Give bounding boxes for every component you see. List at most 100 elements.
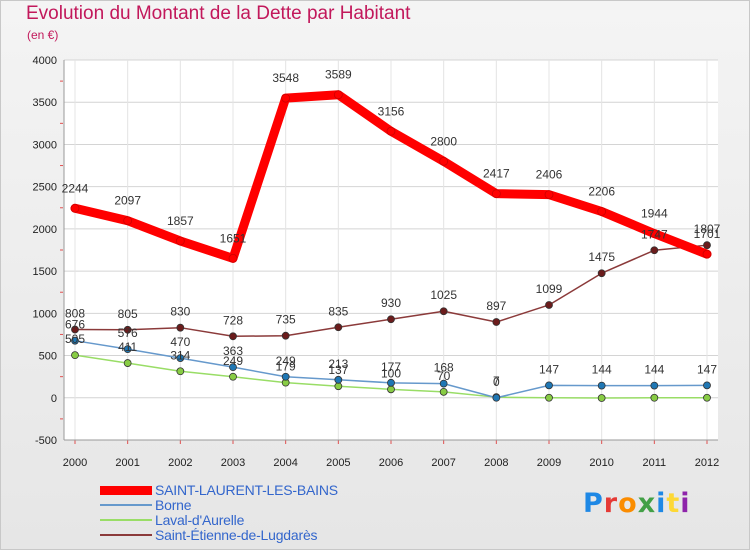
x-tick-label: 2004	[273, 457, 297, 469]
data-point	[70, 203, 80, 213]
data-label: 147	[539, 362, 559, 376]
data-point	[703, 393, 711, 402]
legend-swatch	[100, 504, 152, 506]
logo-letter: r	[603, 488, 619, 519]
y-tick-label: 1500	[33, 266, 57, 278]
data-label: 177	[381, 360, 401, 374]
data-label: 144	[644, 363, 664, 377]
data-point	[492, 318, 501, 326]
data-point	[176, 323, 185, 332]
y-tick-label: 1000	[33, 308, 57, 320]
data-label: 2244	[62, 181, 89, 195]
data-point	[334, 323, 343, 332]
data-point	[597, 394, 606, 402]
y-tick-label: 2000	[33, 224, 57, 236]
data-point	[597, 269, 606, 278]
data-label: 3548	[272, 71, 299, 85]
data-point	[123, 359, 132, 367]
data-point	[545, 301, 553, 309]
data-label: 137	[328, 363, 348, 377]
data-point	[281, 331, 290, 340]
x-tick-label: 2006	[379, 457, 403, 469]
legend-label: Borne	[155, 497, 192, 513]
data-point	[333, 90, 343, 100]
data-point	[439, 387, 448, 396]
legend-swatch	[100, 486, 152, 495]
logo-letter: o	[618, 488, 638, 519]
x-tick-label: 2009	[537, 457, 561, 469]
data-point	[334, 382, 343, 391]
data-label: 1025	[430, 288, 457, 302]
x-tick-label: 2007	[431, 457, 455, 469]
y-tick-label: 500	[39, 351, 57, 363]
logo-letter: i	[680, 488, 691, 519]
data-point	[281, 93, 291, 103]
data-label: 897	[486, 299, 506, 313]
data-label: 2406	[536, 168, 563, 182]
data-point	[545, 381, 553, 390]
y-tick-label: 0	[51, 393, 57, 405]
data-label: 249	[223, 354, 243, 368]
data-point	[439, 156, 449, 166]
data-point	[71, 336, 79, 345]
data-label: 735	[276, 313, 296, 327]
data-point	[281, 372, 290, 381]
data-label: 1944	[641, 207, 668, 221]
data-point	[123, 345, 132, 354]
data-point	[229, 332, 237, 341]
data-label: 2097	[114, 194, 141, 208]
y-tick-label: 3500	[33, 97, 57, 109]
data-label: 2417	[483, 167, 510, 181]
legend-label: Saint-Étienne-de-Lugdarès	[155, 527, 318, 543]
data-label: 213	[328, 357, 348, 371]
data-label: 1099	[536, 282, 563, 296]
data-label: 3156	[378, 104, 405, 118]
data-point	[650, 393, 659, 402]
x-tick-label: 2002	[168, 457, 192, 469]
data-point	[229, 372, 237, 381]
data-label: 2206	[588, 184, 615, 198]
data-label: 830	[170, 305, 190, 319]
data-point	[597, 381, 606, 390]
data-point	[71, 325, 79, 334]
data-label: 505	[65, 332, 85, 346]
data-point	[545, 393, 553, 402]
data-label: 676	[65, 318, 85, 332]
logo-letter: x	[637, 488, 657, 519]
data-point	[387, 385, 395, 394]
data-point	[597, 207, 607, 216]
logo-letter: i	[656, 488, 667, 519]
data-label: 1475	[588, 250, 615, 264]
chart-subtitle: (en €)	[27, 28, 59, 42]
data-label: 1747	[641, 227, 668, 241]
data-label: 144	[592, 363, 612, 377]
data-label: 70	[437, 369, 451, 383]
data-point	[649, 229, 659, 239]
x-tick-label: 2008	[484, 457, 508, 469]
data-point	[703, 381, 711, 390]
data-point	[702, 249, 712, 259]
y-tick-label: 3000	[33, 139, 57, 151]
data-label: 314	[170, 348, 190, 362]
data-label: 0	[493, 375, 500, 389]
data-point	[123, 325, 132, 334]
data-point	[439, 307, 448, 316]
x-tick-label: 2010	[589, 457, 613, 469]
data-point	[334, 375, 343, 384]
x-tick-label: 2003	[221, 457, 245, 469]
data-point	[491, 189, 501, 199]
data-label: 249	[276, 354, 296, 368]
data-label: 1807	[694, 222, 721, 236]
x-tick-label: 2011	[643, 457, 667, 469]
data-point	[228, 253, 238, 263]
legend-label: SAINT-LAURENT-LES-BAINS	[155, 482, 338, 498]
data-label: 1857	[167, 214, 194, 228]
data-label: 805	[118, 307, 138, 321]
legend-swatch	[100, 519, 152, 521]
data-label: 100	[381, 366, 401, 380]
data-point	[229, 363, 237, 372]
logo-letter: t	[666, 488, 681, 519]
x-tick-label: 2001	[115, 457, 139, 469]
data-label: 179	[276, 360, 296, 374]
y-tick-label: -500	[35, 435, 57, 447]
